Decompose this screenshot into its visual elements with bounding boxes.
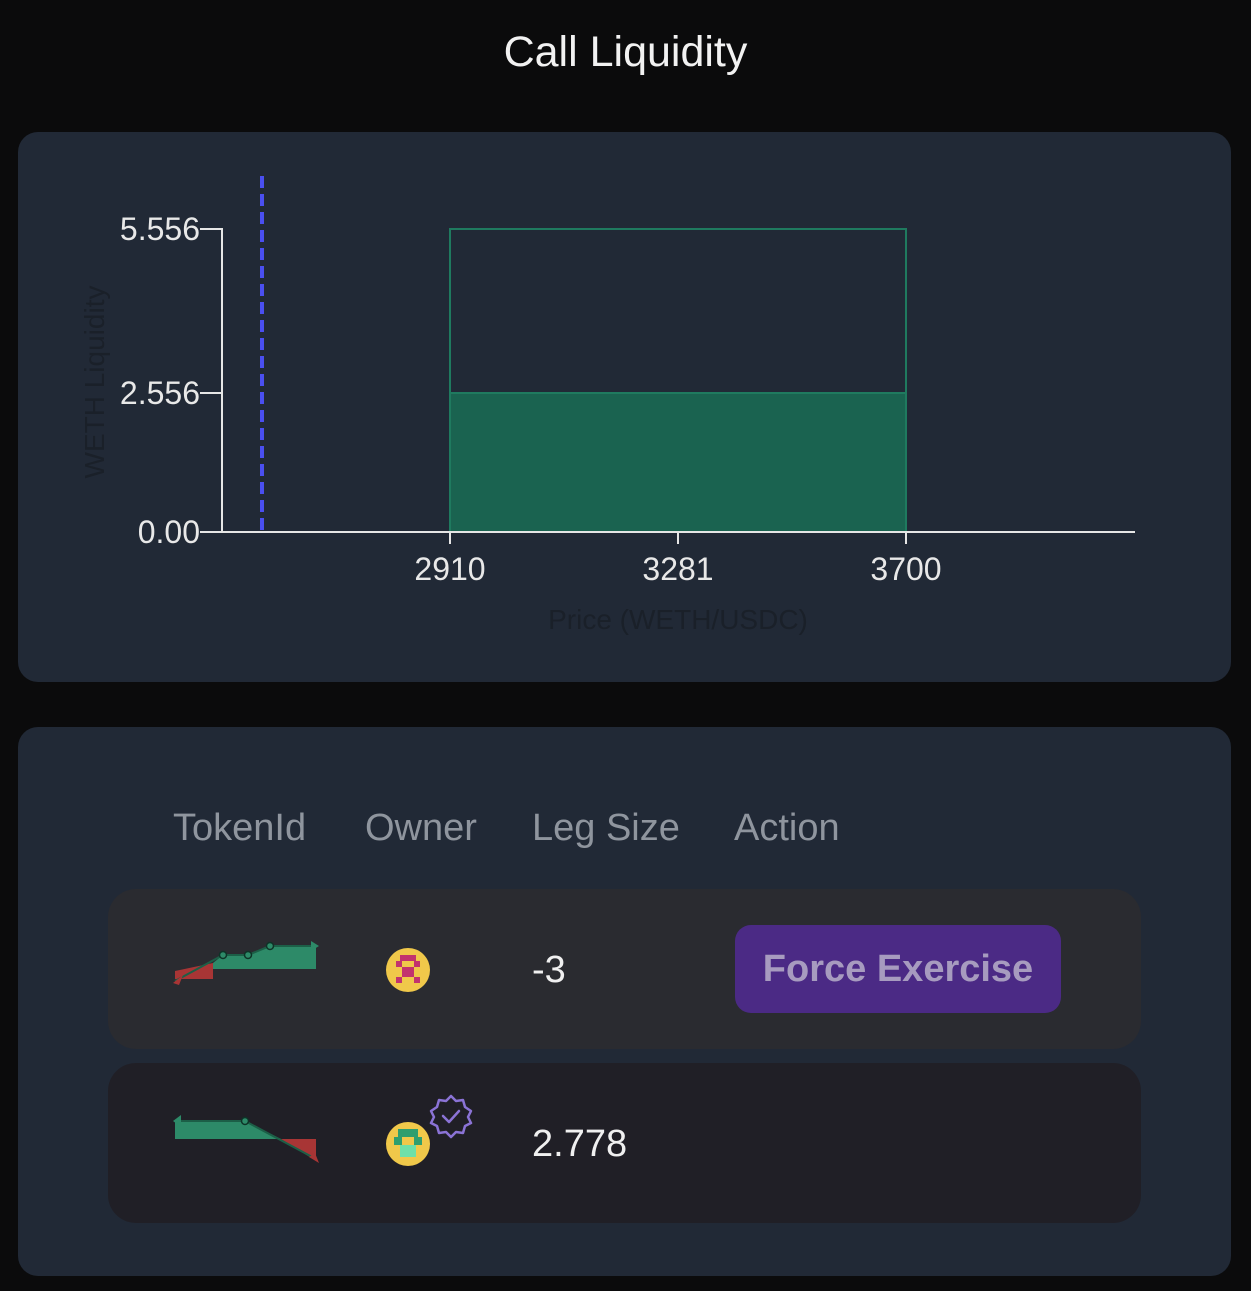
page-title: Call Liquidity xyxy=(503,28,748,76)
y-tick-label: 2.556 xyxy=(120,375,200,411)
pixel-avatar-icon[interactable] xyxy=(385,1121,431,1167)
liquidity-range-filled xyxy=(449,392,907,533)
y-tick-label: 0.00 xyxy=(138,514,200,550)
x-tick-label: 2910 xyxy=(414,551,485,587)
positions-table-card: TokenId Owner Leg Size Action -3 Force E… xyxy=(18,727,1231,1276)
payoff-sparkline-long-icon[interactable] xyxy=(173,941,319,991)
pixel-avatar-icon[interactable] xyxy=(385,947,431,993)
liquidity-chart-card: 0.00 2.556 5.556 2910 3281 3700 Price (WETH/US… xyxy=(18,132,1231,682)
header-action: Action xyxy=(734,807,840,849)
verified-badge-icon xyxy=(429,1094,473,1139)
header-leg-size: Leg Size xyxy=(532,807,680,849)
payoff-sparkline-short-icon[interactable] xyxy=(173,1115,319,1165)
x-tick-label: 3281 xyxy=(642,551,713,587)
header-owner: Owner xyxy=(365,807,477,849)
force-exercise-button[interactable]: Force Exercise xyxy=(735,925,1061,1013)
header-tokenid: TokenId xyxy=(173,807,307,849)
leg-size-value: -3 xyxy=(532,949,566,991)
x-axis-title: Price (WETH/USDC) xyxy=(548,604,808,635)
x-tick-label: 3700 xyxy=(870,551,941,587)
y-axis-title: WETH Liquidity xyxy=(79,286,110,479)
y-tick-label: 5.556 xyxy=(120,211,200,247)
table-row: 2.778 xyxy=(108,1063,1141,1223)
liquidity-chart: 0.00 2.556 5.556 2910 3281 3700 Price (WETH/US… xyxy=(79,176,1135,635)
leg-size-value: 2.778 xyxy=(532,1123,628,1165)
table-row: -3 Force Exercise xyxy=(108,889,1141,1049)
